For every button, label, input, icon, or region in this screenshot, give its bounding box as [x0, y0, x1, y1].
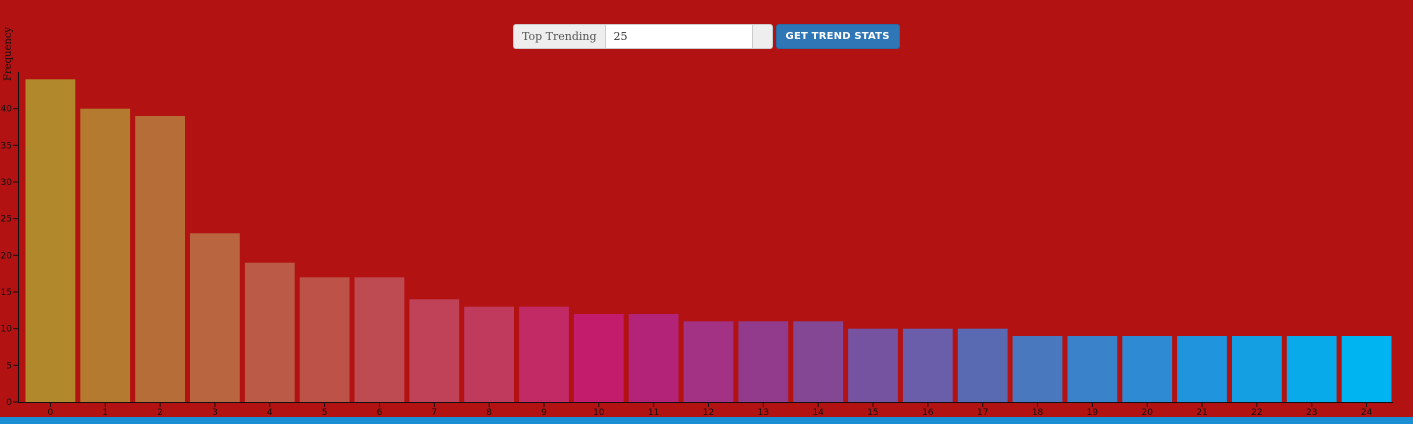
- y-tick-label: 5: [6, 361, 12, 371]
- x-tick-label: 12: [703, 408, 714, 418]
- bar-24: [1341, 336, 1392, 402]
- x-tick-label: 24: [1361, 408, 1373, 418]
- x-tick-label: 13: [758, 408, 769, 418]
- bar-13: [738, 321, 789, 402]
- x-tick-label: 11: [648, 408, 659, 418]
- count-spinner[interactable]: [752, 24, 773, 49]
- y-tick-label: 10: [1, 325, 13, 335]
- x-tick-label: 21: [1196, 408, 1207, 418]
- x-tick-label: 16: [922, 408, 934, 418]
- y-tick-label: 0: [6, 398, 12, 408]
- x-tick-label: 7: [431, 408, 437, 418]
- bar-16: [902, 328, 953, 402]
- trend-controls: Top Trending GET TREND STATS: [513, 24, 900, 49]
- bar-19: [1067, 336, 1118, 402]
- x-tick-label: 0: [48, 408, 54, 418]
- x-tick-label: 1: [102, 408, 108, 418]
- bar-8: [464, 306, 514, 402]
- x-tick-label: 5: [322, 408, 328, 418]
- bar-22: [1232, 336, 1282, 402]
- top-trending-label: Top Trending: [513, 24, 605, 49]
- x-tick-label: 10: [593, 408, 605, 418]
- bar-14: [793, 321, 844, 402]
- bar-23: [1286, 336, 1337, 402]
- x-tick-label: 17: [977, 408, 988, 418]
- x-tick-label: 3: [212, 408, 218, 418]
- x-tick-label: 23: [1306, 408, 1317, 418]
- y-axis-label: Frequency: [3, 27, 14, 81]
- x-tick-label: 19: [1087, 408, 1099, 418]
- y-tick-label: 30: [1, 178, 13, 188]
- y-axis: 0 5 10 15 20 25 30 35 40: [1, 72, 19, 408]
- bar-17: [957, 328, 1008, 402]
- x-tick-label: 4: [267, 408, 273, 418]
- y-tick-label: 40: [1, 105, 13, 115]
- x-tick-label: 18: [1032, 408, 1044, 418]
- bar-11: [628, 314, 679, 402]
- bar-9: [519, 306, 569, 402]
- bar-4: [244, 262, 295, 402]
- y-tick-label: 25: [1, 215, 12, 225]
- x-axis: 0 1 2 3 4 5 6 7 8 9 10 11 12 13 14 15 16 17 18 19 20 21 22 23 24: [18, 402, 1393, 418]
- bar-12: [683, 321, 734, 402]
- get-trend-stats-button[interactable]: GET TREND STATS: [775, 24, 900, 49]
- x-tick-label: 14: [812, 408, 824, 418]
- bar-2: [135, 116, 185, 402]
- bar-7: [409, 299, 460, 402]
- trend-count-input[interactable]: [604, 24, 753, 49]
- x-tick-label: 22: [1251, 408, 1262, 418]
- x-tick-label: 6: [377, 408, 383, 418]
- bar-10: [573, 314, 624, 402]
- x-tick-label: 20: [1141, 408, 1153, 418]
- bar-20: [1122, 336, 1173, 402]
- bars-group: [25, 79, 1392, 403]
- bar-6: [354, 277, 405, 402]
- bar-5: [299, 277, 350, 402]
- bar-18: [1012, 336, 1063, 402]
- x-tick-label: 8: [486, 408, 492, 418]
- bottom-bar: [0, 417, 1413, 424]
- bar-21: [1177, 336, 1227, 402]
- y-tick-label: 15: [1, 288, 12, 298]
- y-tick-label: 35: [1, 141, 12, 151]
- bar-3: [190, 233, 240, 402]
- bar-15: [848, 328, 898, 402]
- x-tick-label: 9: [541, 408, 547, 418]
- bar-1: [80, 108, 131, 402]
- y-tick-label: 20: [1, 251, 13, 261]
- bar-0: [25, 79, 76, 403]
- x-tick-label: 2: [157, 408, 163, 418]
- x-tick-label: 15: [867, 408, 878, 418]
